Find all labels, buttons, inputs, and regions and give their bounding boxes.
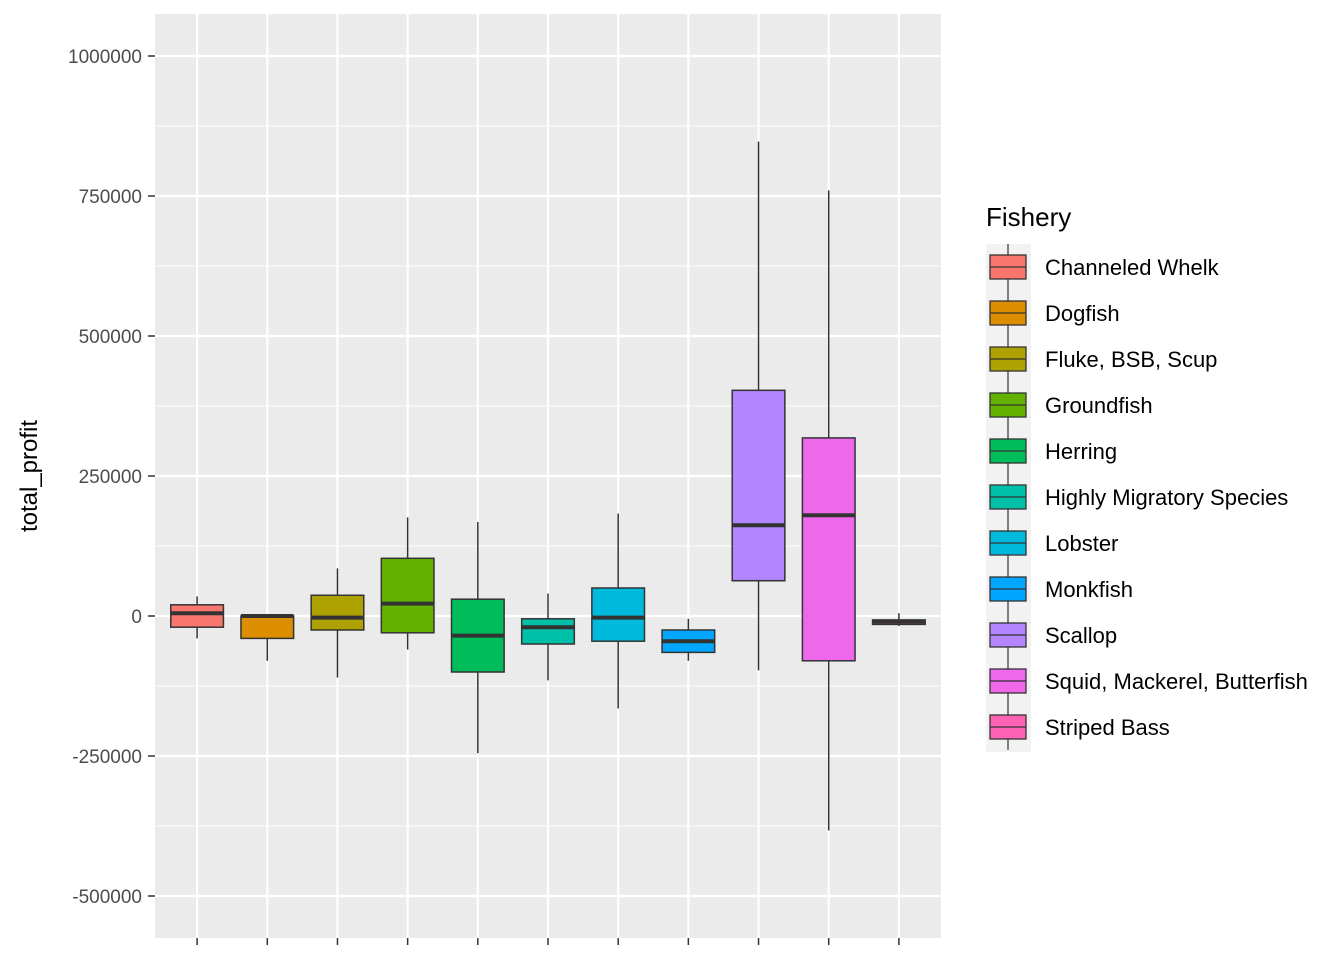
- legend-item: Squid, Mackerel, Butterfish: [989, 658, 1308, 704]
- y-axis: -500000 -250000 0 250000 500000 750000 1000000: [68, 47, 900, 945]
- legend-label: Fluke, BSB, Scup: [1045, 347, 1217, 372]
- legend-item: Scallop: [989, 612, 1117, 658]
- legend-item: Lobster: [989, 520, 1118, 566]
- box-body: [801, 437, 856, 662]
- y-axis-title: total_profit: [16, 420, 43, 532]
- box-highly-migratory-species: [520, 593, 576, 681]
- box-body: [520, 618, 576, 645]
- box-channeled-whelk: [170, 596, 225, 639]
- legend-label: Herring: [1045, 439, 1117, 464]
- box-fluke-bsb-scup: [310, 568, 365, 678]
- legend-label: Highly Migratory Species: [1045, 485, 1288, 510]
- legend-items: Channeled Whelk Dogfish Fluke, BSB, Scup Gr…: [989, 244, 1308, 750]
- y-tick-label: 0: [131, 607, 142, 628]
- box-squid-mackerel-butterfish: [801, 190, 856, 831]
- y-tick-label: 500000: [79, 327, 142, 348]
- box-striped-bass: [871, 613, 926, 627]
- y-tick-label: 1000000: [68, 47, 142, 68]
- box-body: [310, 594, 365, 631]
- box-body: [380, 557, 435, 634]
- legend-label: Monkfish: [1045, 577, 1133, 602]
- box-dogfish: [240, 614, 295, 661]
- legend-item: Monkfish: [989, 566, 1133, 612]
- legend-label: Lobster: [1045, 531, 1118, 556]
- box-body: [170, 604, 225, 628]
- legend-label: Scallop: [1045, 623, 1117, 648]
- legend-item: Striped Bass: [989, 704, 1170, 750]
- legend: Fishery Channeled Whelk Dogfish Fluke, BSB…: [986, 202, 1308, 752]
- legend-item: Dogfish: [989, 290, 1120, 336]
- legend-label: Squid, Mackerel, Butterfish: [1045, 669, 1308, 694]
- legend-item: Herring: [989, 428, 1117, 474]
- y-tick-label: 250000: [79, 467, 142, 488]
- legend-title: Fishery: [986, 202, 1071, 232]
- legend-item: Fluke, BSB, Scup: [989, 336, 1217, 382]
- legend-label: Striped Bass: [1045, 715, 1170, 740]
- box-body: [591, 587, 646, 642]
- legend-label: Groundfish: [1045, 393, 1153, 418]
- box-lobster: [591, 513, 646, 709]
- box-body: [731, 389, 786, 582]
- y-tick-label: 750000: [79, 187, 142, 208]
- legend-item: Groundfish: [989, 382, 1153, 428]
- box-groundfish: [380, 517, 435, 650]
- legend-label: Channeled Whelk: [1045, 255, 1220, 280]
- legend-item: Channeled Whelk: [989, 244, 1220, 290]
- legend-item: Highly Migratory Species: [989, 474, 1288, 520]
- box-herring: [450, 521, 505, 754]
- box-scallop: [731, 141, 786, 671]
- box-monkfish: [661, 618, 716, 661]
- legend-label: Dogfish: [1045, 301, 1120, 326]
- box-body: [240, 615, 295, 640]
- y-tick-label: -500000: [72, 887, 142, 908]
- boxes: [170, 141, 926, 831]
- y-tick-label: -250000: [72, 747, 142, 768]
